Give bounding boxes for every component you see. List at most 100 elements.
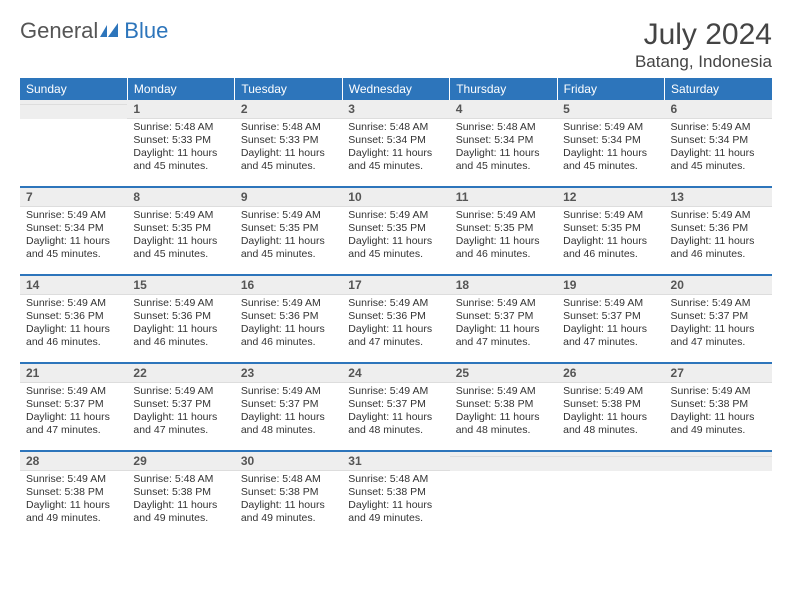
brand-text-1: General (20, 18, 98, 44)
detail-line: Daylight: 11 hours (241, 411, 336, 424)
day-number: 12 (557, 188, 664, 207)
detail-line: and 49 minutes. (133, 512, 228, 525)
detail-line: and 48 minutes. (241, 424, 336, 437)
detail-line: Daylight: 11 hours (26, 499, 121, 512)
day-details: Sunrise: 5:49 AMSunset: 5:35 PMDaylight:… (127, 207, 234, 266)
day-cell: Sunrise: 5:49 AMSunset: 5:35 PMDaylight:… (450, 207, 557, 275)
day-details: Sunrise: 5:49 AMSunset: 5:38 PMDaylight:… (665, 383, 772, 442)
detail-line: and 48 minutes. (563, 424, 658, 437)
detail-line: Sunset: 5:38 PM (348, 486, 443, 499)
detail-line: Daylight: 11 hours (241, 323, 336, 336)
detail-line: Sunset: 5:34 PM (348, 134, 443, 147)
day-details: Sunrise: 5:49 AMSunset: 5:35 PMDaylight:… (235, 207, 342, 266)
detail-line: Sunrise: 5:49 AM (133, 385, 228, 398)
detail-line: Sunset: 5:34 PM (671, 134, 766, 147)
day-cell: Sunrise: 5:49 AMSunset: 5:34 PMDaylight:… (20, 207, 127, 275)
page-header: General Blue July 2024 Batang, Indonesia (20, 18, 772, 72)
day-number-cell: 13 (665, 187, 772, 207)
day-details: Sunrise: 5:49 AMSunset: 5:36 PMDaylight:… (127, 295, 234, 354)
day-details: Sunrise: 5:49 AMSunset: 5:37 PMDaylight:… (557, 295, 664, 354)
detail-line: Daylight: 11 hours (456, 323, 551, 336)
day-cell: Sunrise: 5:49 AMSunset: 5:38 PMDaylight:… (557, 383, 664, 451)
day-number: 13 (665, 188, 772, 207)
detail-line: Sunset: 5:35 PM (133, 222, 228, 235)
detail-line: and 45 minutes. (348, 160, 443, 173)
detail-line: Sunrise: 5:48 AM (133, 121, 228, 134)
detail-line: and 45 minutes. (456, 160, 551, 173)
day-details: Sunrise: 5:49 AMSunset: 5:34 PMDaylight:… (20, 207, 127, 266)
detail-line: Daylight: 11 hours (241, 235, 336, 248)
detail-line: Sunset: 5:38 PM (133, 486, 228, 499)
day-details (450, 471, 557, 477)
day-details: Sunrise: 5:49 AMSunset: 5:37 PMDaylight:… (342, 383, 449, 442)
detail-line: and 49 minutes. (241, 512, 336, 525)
month-title: July 2024 (635, 18, 772, 52)
day-header: Sunday (20, 78, 127, 100)
day-header: Monday (127, 78, 234, 100)
detail-line: Sunrise: 5:49 AM (133, 209, 228, 222)
day-cell: Sunrise: 5:48 AMSunset: 5:38 PMDaylight:… (127, 471, 234, 539)
day-number: 17 (342, 276, 449, 295)
day-details: Sunrise: 5:49 AMSunset: 5:34 PMDaylight:… (557, 119, 664, 178)
day-number: 27 (665, 364, 772, 383)
detail-line: Sunrise: 5:49 AM (563, 121, 658, 134)
day-number (665, 452, 772, 457)
detail-line: Daylight: 11 hours (26, 411, 121, 424)
day-cell: Sunrise: 5:49 AMSunset: 5:34 PMDaylight:… (557, 119, 664, 187)
day-number: 26 (557, 364, 664, 383)
day-number: 7 (20, 188, 127, 207)
day-details: Sunrise: 5:49 AMSunset: 5:35 PMDaylight:… (557, 207, 664, 266)
day-details: Sunrise: 5:48 AMSunset: 5:33 PMDaylight:… (235, 119, 342, 178)
detail-line: Sunset: 5:37 PM (133, 398, 228, 411)
day-cell: Sunrise: 5:49 AMSunset: 5:38 PMDaylight:… (20, 471, 127, 539)
day-number: 1 (127, 100, 234, 119)
detail-line: Sunset: 5:37 PM (26, 398, 121, 411)
day-details (20, 119, 127, 125)
detail-line: and 47 minutes. (348, 336, 443, 349)
detail-line: and 45 minutes. (671, 160, 766, 173)
day-details: Sunrise: 5:48 AMSunset: 5:34 PMDaylight:… (450, 119, 557, 178)
detail-line: Sunrise: 5:48 AM (241, 121, 336, 134)
detail-line: Sunset: 5:36 PM (671, 222, 766, 235)
detail-line: Sunset: 5:34 PM (563, 134, 658, 147)
day-number-cell: 1 (127, 100, 234, 119)
day-number: 16 (235, 276, 342, 295)
calendar-page: General Blue July 2024 Batang, Indonesia… (0, 0, 792, 539)
day-number (20, 100, 127, 105)
day-number: 8 (127, 188, 234, 207)
detail-line: and 45 minutes. (133, 160, 228, 173)
day-number: 21 (20, 364, 127, 383)
detail-line: and 46 minutes. (133, 336, 228, 349)
detail-line: Daylight: 11 hours (671, 411, 766, 424)
day-number-cell: 21 (20, 363, 127, 383)
day-details: Sunrise: 5:49 AMSunset: 5:38 PMDaylight:… (20, 471, 127, 530)
day-cell: Sunrise: 5:49 AMSunset: 5:37 PMDaylight:… (20, 383, 127, 451)
day-number: 14 (20, 276, 127, 295)
title-block: July 2024 Batang, Indonesia (635, 18, 772, 72)
detail-line: and 48 minutes. (456, 424, 551, 437)
day-number: 3 (342, 100, 449, 119)
detail-line: and 48 minutes. (348, 424, 443, 437)
day-cell: Sunrise: 5:49 AMSunset: 5:38 PMDaylight:… (450, 383, 557, 451)
day-cell: Sunrise: 5:49 AMSunset: 5:37 PMDaylight:… (127, 383, 234, 451)
location-label: Batang, Indonesia (635, 52, 772, 72)
day-number (557, 452, 664, 457)
detail-line: and 45 minutes. (133, 248, 228, 261)
detail-line: and 46 minutes. (241, 336, 336, 349)
day-number: 9 (235, 188, 342, 207)
detail-line: Daylight: 11 hours (456, 235, 551, 248)
detail-line: and 45 minutes. (348, 248, 443, 261)
detail-line: Sunrise: 5:49 AM (456, 297, 551, 310)
detail-line: Sunset: 5:37 PM (671, 310, 766, 323)
detail-line: and 45 minutes. (241, 160, 336, 173)
day-number-cell: 5 (557, 100, 664, 119)
day-number-cell (557, 451, 664, 471)
day-cell: Sunrise: 5:49 AMSunset: 5:35 PMDaylight:… (342, 207, 449, 275)
day-cell: Sunrise: 5:49 AMSunset: 5:36 PMDaylight:… (665, 207, 772, 275)
detail-line: Sunrise: 5:48 AM (241, 473, 336, 486)
detail-line: and 47 minutes. (563, 336, 658, 349)
day-cell: Sunrise: 5:49 AMSunset: 5:36 PMDaylight:… (342, 295, 449, 363)
day-number-cell (450, 451, 557, 471)
day-number-cell: 7 (20, 187, 127, 207)
day-details (665, 471, 772, 477)
